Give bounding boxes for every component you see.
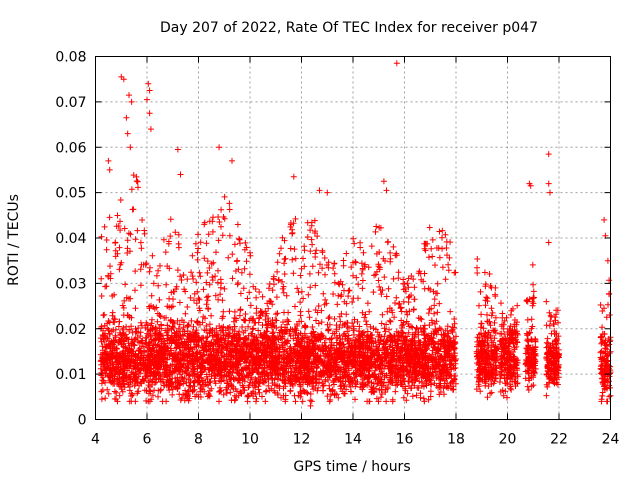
y-tick-label: 0.01: [55, 367, 86, 383]
y-tick-labels: 0 0.01 0.02 0.03 0.04 0.05 0.06 0.07 0.08: [55, 50, 86, 429]
y-axis-label: ROTI / TECUs: [6, 194, 22, 286]
x-tick-label: 6: [143, 432, 152, 448]
y-tick-label: 0.08: [55, 50, 86, 66]
x-axis-label: GPS time / hours: [293, 459, 410, 475]
y-tick-label: 0.07: [55, 95, 86, 111]
axis-ticks: [95, 56, 611, 420]
x-tick-label: 16: [396, 432, 414, 448]
x-tick-label: 22: [550, 432, 568, 448]
y-tick-label: 0: [78, 413, 87, 429]
roti-points: [97, 60, 614, 409]
data-points: [97, 60, 614, 409]
x-tick-label: 10: [241, 432, 259, 448]
x-tick-label: 12: [293, 432, 311, 448]
y-tick-label: 0.03: [55, 276, 86, 292]
x-tick-label: 8: [194, 432, 203, 448]
y-tick-label: 0.06: [55, 140, 86, 156]
x-tick-label: 20: [499, 432, 517, 448]
x-tick-label: 18: [447, 432, 465, 448]
y-tick-label: 0.05: [55, 186, 86, 202]
chart-title: Day 207 of 2022, Rate Of TEC Index for r…: [160, 20, 538, 36]
x-tick-label: 4: [91, 432, 100, 448]
x-tick-label: 24: [602, 432, 620, 448]
x-tick-labels: 4 6 8 10 12 14 16 18 20 22 24: [91, 432, 619, 448]
y-tick-label: 0.04: [55, 231, 86, 247]
x-tick-label: 14: [344, 432, 362, 448]
y-tick-label: 0.02: [55, 322, 86, 338]
